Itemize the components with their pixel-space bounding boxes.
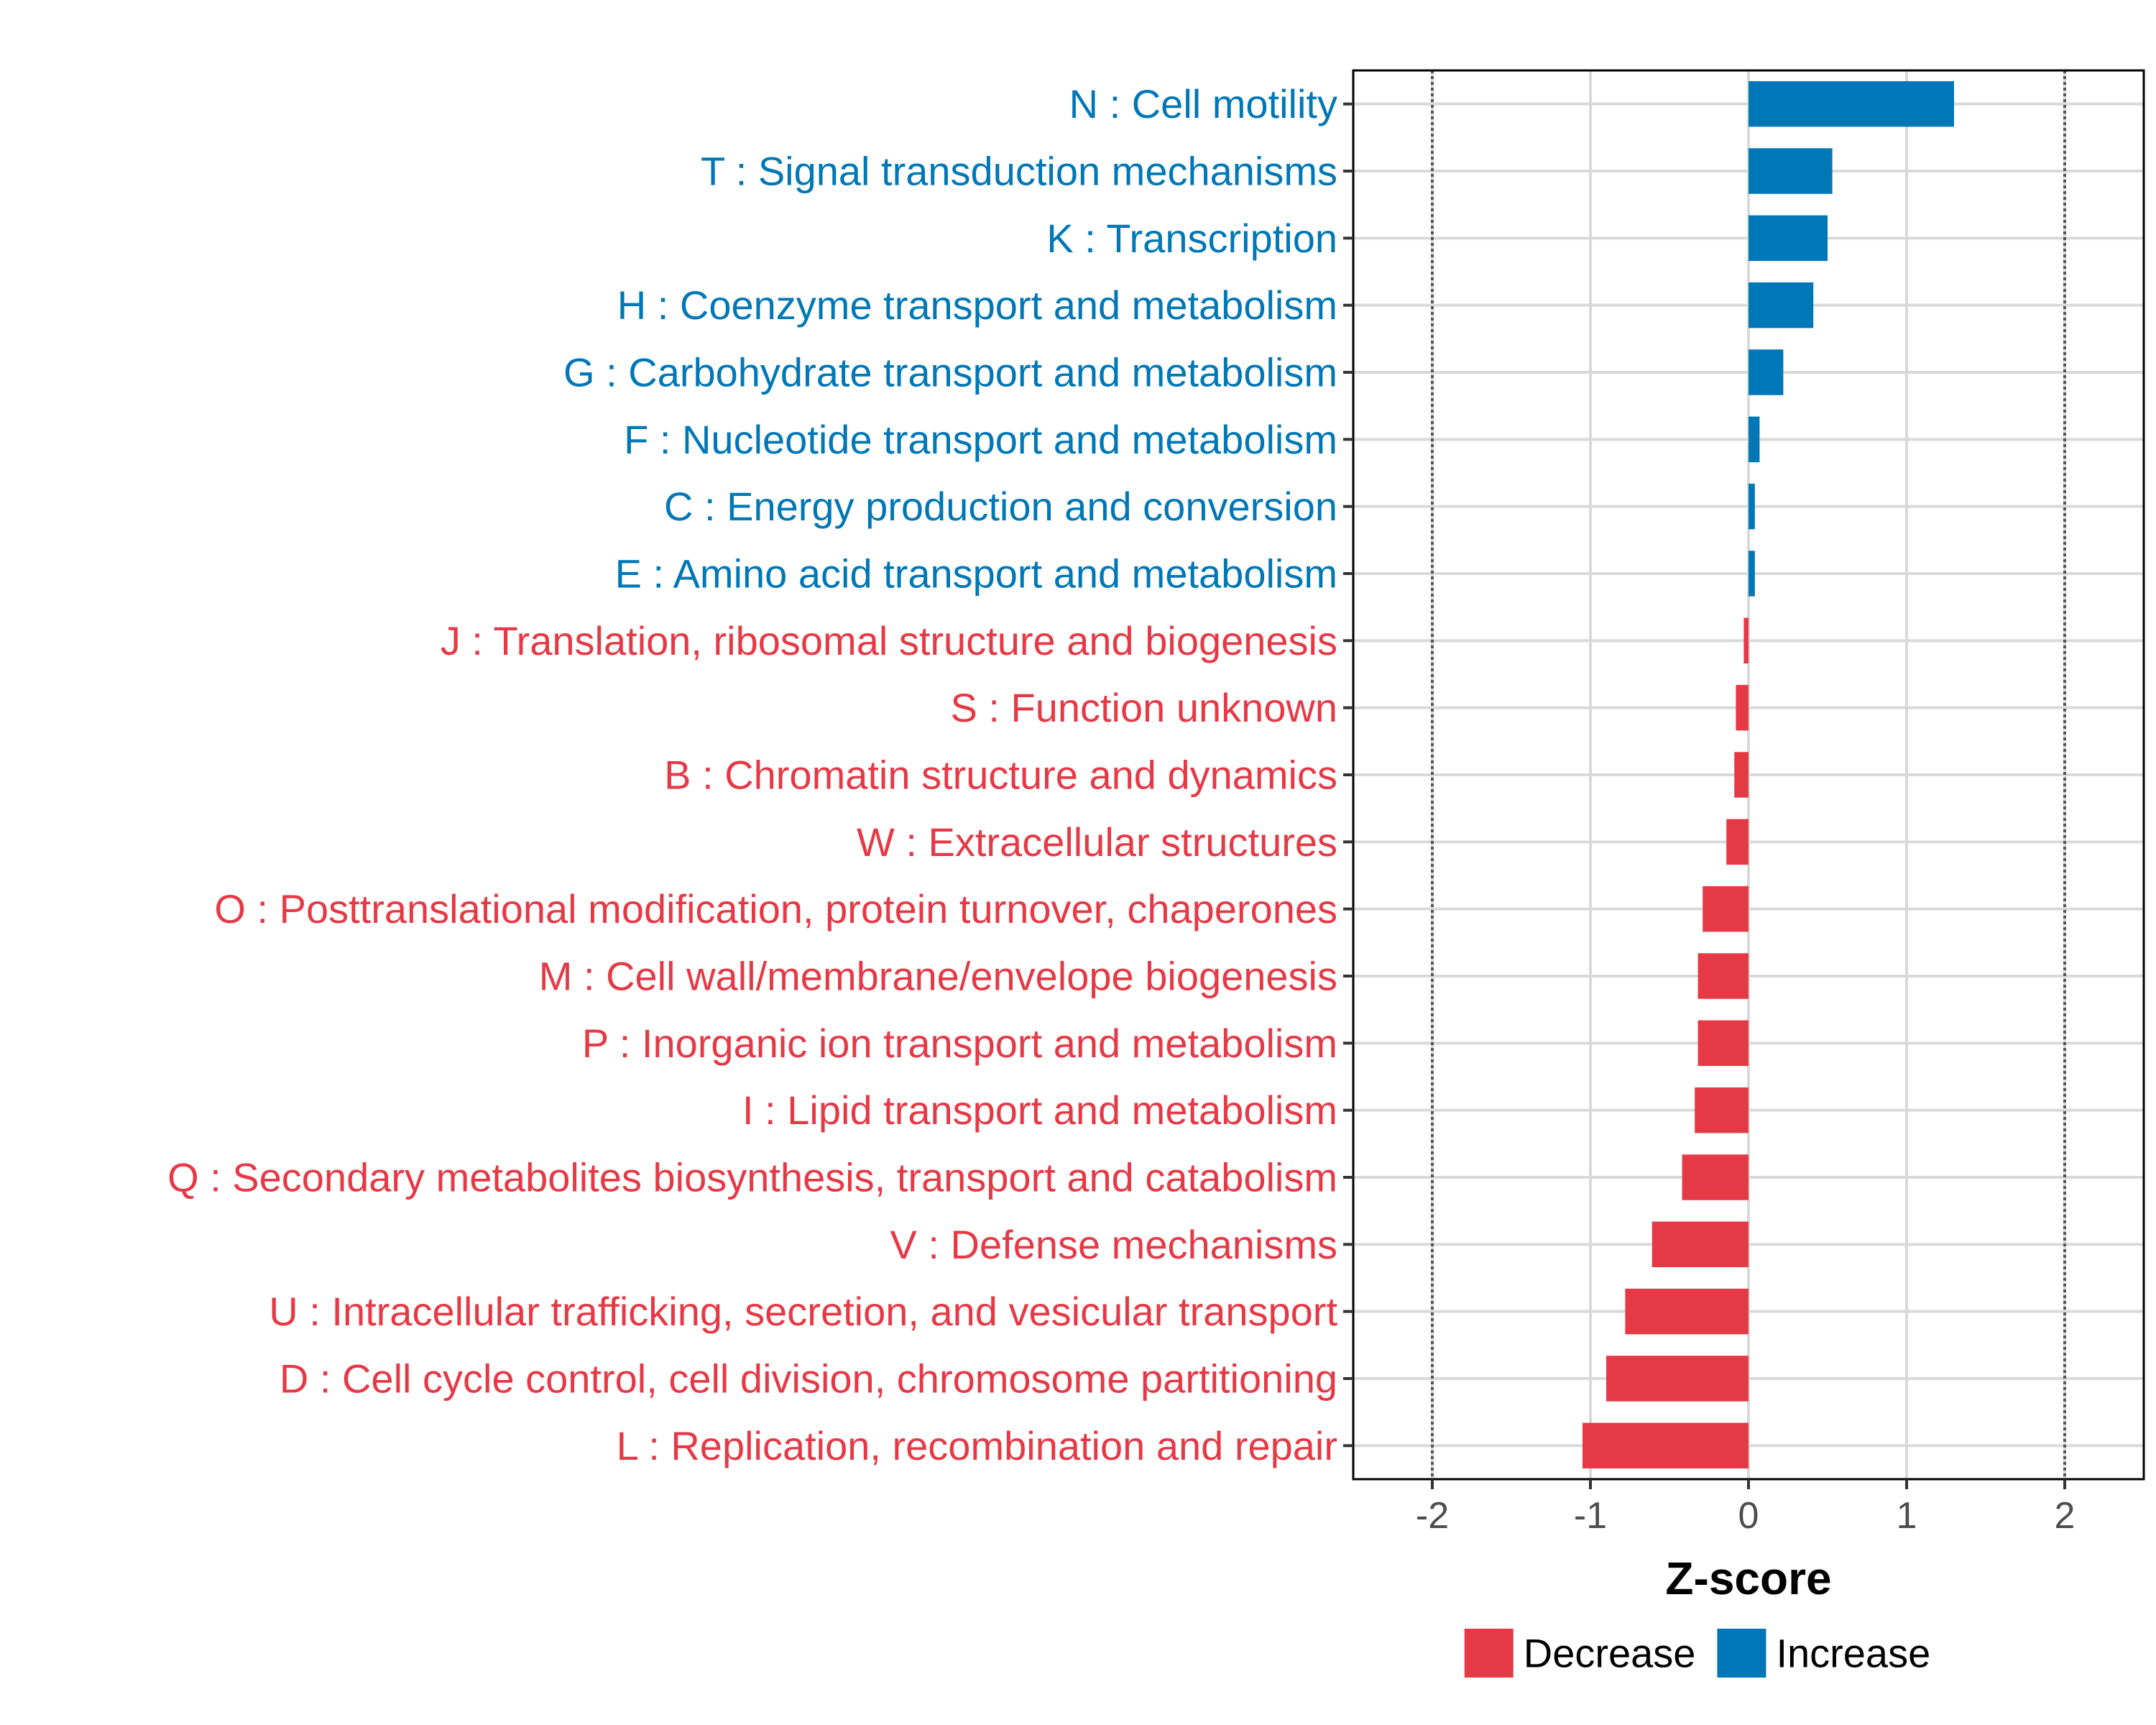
bar <box>1734 752 1749 798</box>
category-label: I : Lipid transport and metabolism <box>742 1087 1337 1133</box>
bar <box>1697 953 1749 999</box>
category-label: H : Coenzyme transport and metabolism <box>617 282 1337 328</box>
bar <box>1682 1154 1749 1200</box>
x-tick-label: 1 <box>1897 1495 1917 1537</box>
bar <box>1736 684 1749 731</box>
bar <box>1749 416 1760 463</box>
category-label: F : Nucleotide transport and metabolism <box>624 417 1337 462</box>
x-tick-layer: -2 -1 0 1 2 <box>1416 1479 2076 1537</box>
category-label: C : Energy production and conversion <box>664 484 1337 529</box>
bar <box>1749 483 1755 530</box>
bar-layer <box>1583 80 1954 1469</box>
category-label: U : Intracellular trafficking, secretion… <box>269 1289 1337 1334</box>
bar <box>1625 1288 1749 1335</box>
bar <box>1749 215 1828 262</box>
bar <box>1749 349 1784 395</box>
category-label: K : Transcription <box>1046 216 1337 261</box>
bar <box>1749 282 1814 328</box>
bar <box>1606 1356 1749 1402</box>
reference-line-layer <box>1431 70 2066 1479</box>
category-label: M : Cell wall/membrane/envelope biogenes… <box>539 954 1337 999</box>
legend-label: Increase <box>1776 1631 1930 1676</box>
bar <box>1697 1020 1749 1067</box>
bar <box>1695 1087 1749 1133</box>
bar <box>1749 148 1833 194</box>
category-label: P : Inorganic ion transport and metaboli… <box>582 1021 1337 1066</box>
category-label: G : Carbohydrate transport and metabolis… <box>563 350 1337 395</box>
category-label: J : Translation, ribosomal structure and… <box>441 618 1337 663</box>
x-tick-label: 2 <box>2055 1495 2076 1537</box>
legend-swatch <box>1464 1629 1514 1678</box>
x-tick-label: 0 <box>1738 1495 1759 1537</box>
category-label: N : Cell motility <box>1069 81 1337 126</box>
category-label: T : Signal transduction mechanisms <box>701 149 1337 194</box>
category-label: V : Defense mechanisms <box>890 1222 1337 1267</box>
legend-label: Decrease <box>1524 1631 1696 1676</box>
legend: Decrease Increase <box>1464 1629 1930 1678</box>
category-label: L : Replication, recombination and repai… <box>617 1423 1337 1468</box>
bar <box>1703 886 1749 932</box>
legend-swatch <box>1717 1629 1766 1678</box>
bar <box>1583 1422 1749 1469</box>
category-label: E : Amino acid transport and metabolism <box>615 551 1337 597</box>
bar <box>1749 80 1954 127</box>
x-tick-label: -1 <box>1574 1495 1607 1537</box>
category-label: B : Chromatin structure and dynamics <box>664 753 1337 798</box>
bar <box>1726 819 1749 865</box>
bar <box>1651 1221 1749 1268</box>
category-label: O : Posttranslational modification, prot… <box>214 886 1337 932</box>
y-tick-layer: N : Cell motility T : Signal transduction… <box>167 81 1353 1468</box>
category-label: S : Function unknown <box>950 685 1337 730</box>
x-axis-title: Z-score <box>1665 1552 1831 1604</box>
category-label: D : Cell cycle control, cell division, c… <box>280 1356 1337 1402</box>
category-label: Q : Secondary metabolites biosynthesis, … <box>167 1155 1337 1200</box>
bar <box>1749 551 1755 597</box>
x-tick-label: -2 <box>1416 1495 1449 1537</box>
bar <box>1743 617 1749 664</box>
category-label: W : Extracellular structures <box>857 819 1337 865</box>
